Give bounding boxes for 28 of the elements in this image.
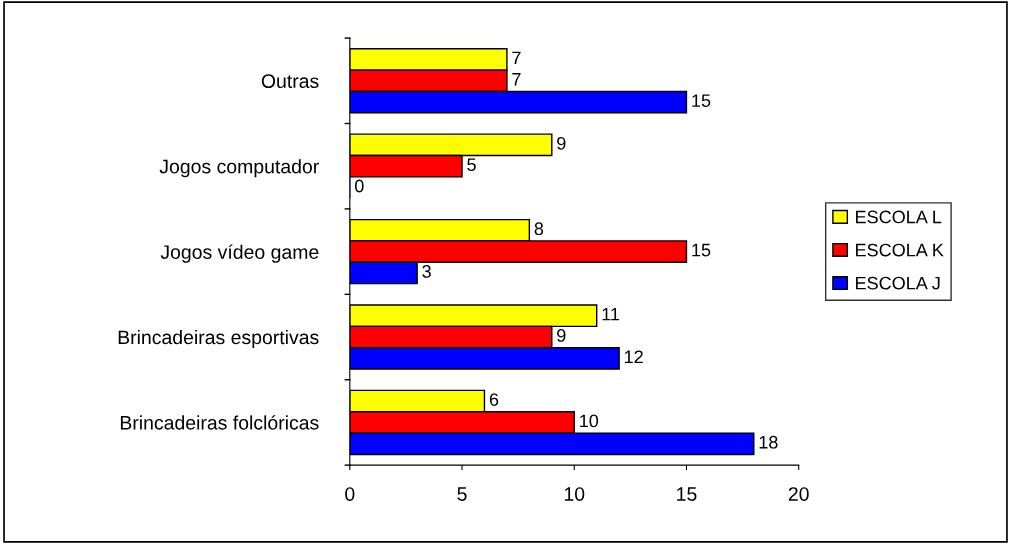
data-label: 7 <box>512 73 521 86</box>
y-tick-label: Outras <box>261 74 319 89</box>
data-label: 0 <box>355 179 364 193</box>
x-tick-label: 15 <box>677 487 697 501</box>
data-label: 11 <box>602 307 620 321</box>
data-label: 18 <box>759 435 778 449</box>
x-tick-label: 20 <box>788 487 809 501</box>
data-label: 10 <box>580 414 599 428</box>
data-label: 15 <box>692 243 711 257</box>
data-label: 9 <box>557 136 566 150</box>
y-tick-label: Brincadeiras esportivas <box>118 329 319 349</box>
data-label: 5 <box>467 158 476 172</box>
data-label: 9 <box>557 329 566 342</box>
data-label: 3 <box>422 265 431 278</box>
legend-label: ESCOLA J <box>856 276 940 290</box>
x-tick-label: 5 <box>457 487 467 501</box>
data-label: 8 <box>534 222 544 236</box>
y-tick-label: Brincadeiras folclóricas <box>120 415 319 430</box>
y-tick-label: Jogos computador <box>159 159 319 178</box>
data-label: 12 <box>625 350 643 364</box>
y-tick-label: Jogos vídeo game <box>160 244 319 263</box>
x-tick-label: 10 <box>564 487 585 501</box>
data-label: 6 <box>489 393 499 406</box>
data-label: 7 <box>512 51 521 65</box>
legend-label: ESCOLA K <box>856 243 944 257</box>
x-tick-label: 0 <box>345 487 355 501</box>
data-label: 15 <box>692 94 711 107</box>
legend-label: ESCOLA L <box>856 210 942 224</box>
